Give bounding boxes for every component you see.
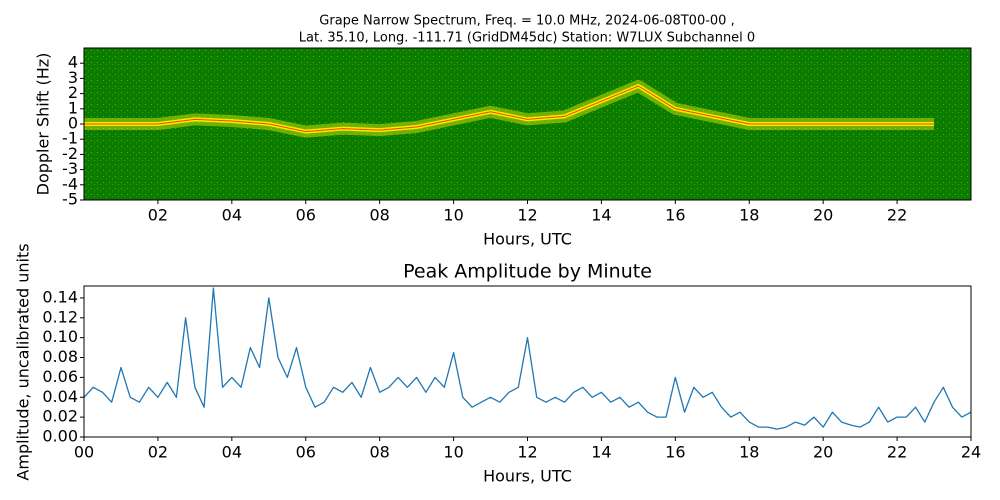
y-axis-label: Amplitude, uncalibrated units (14, 243, 33, 480)
x-tick-label: 16 (665, 206, 685, 225)
x-tick-label: 10 (443, 206, 463, 225)
x-tick-label: 04 (222, 206, 242, 225)
x-tick-label: 08 (369, 206, 389, 225)
y-tick-label: -4 (62, 174, 78, 193)
y-tick-label: -5 (62, 190, 78, 209)
y-tick-label: 3 (68, 68, 78, 87)
y-tick-label: 0.02 (42, 407, 78, 426)
plot-frame (83, 285, 972, 438)
x-tick-label: 14 (591, 443, 611, 462)
x-tick-label: 08 (369, 443, 389, 462)
chart-subtitle: Lat. 35.10, Long. -111.71 (GridDM45dc) S… (299, 31, 755, 46)
x-tick-label: 14 (591, 206, 611, 225)
y-tick-label: 1 (68, 98, 78, 117)
y-tick-label: 4 (68, 53, 78, 72)
x-tick-label: 04 (222, 443, 242, 462)
x-tick-label: 10 (443, 443, 463, 462)
y-tick-label: 0.08 (42, 347, 78, 366)
x-tick-label: 06 (296, 443, 316, 462)
x-axis-label: Hours, UTC (483, 467, 572, 486)
y-tick-label: 0.04 (42, 387, 78, 406)
y-tick-label: 0.00 (42, 427, 78, 446)
doppler-trace-core (84, 85, 934, 133)
x-tick-label: 20 (813, 206, 833, 225)
y-tick-label: 0.06 (42, 367, 78, 386)
amplitude-line (83, 287, 972, 430)
y-tick-label: 0 (68, 114, 78, 133)
x-axis-label: Hours, UTC (483, 230, 572, 249)
x-tick-label: 22 (887, 443, 907, 462)
x-tick-label: 02 (148, 206, 168, 225)
y-tick-label: 0.14 (42, 287, 78, 306)
y-tick-label: -3 (62, 159, 78, 178)
chart-title: Grape Narrow Spectrum, Freq. = 10.0 MHz,… (319, 14, 734, 29)
x-tick-label: 00 (74, 443, 94, 462)
chart-title: Peak Amplitude by Minute (403, 261, 652, 283)
x-tick-label: 20 (813, 443, 833, 462)
x-tick-label: 12 (517, 206, 537, 225)
x-tick-label: 06 (296, 206, 316, 225)
y-tick-label: -2 (62, 144, 78, 163)
x-tick-label: 12 (517, 443, 537, 462)
x-tick-label: 24 (961, 443, 981, 462)
x-tick-label: 16 (665, 443, 685, 462)
y-tick-label: 0.10 (42, 327, 78, 346)
x-tick-label: 18 (739, 443, 759, 462)
y-axis-label: Doppler Shift (Hz) (34, 53, 53, 196)
x-tick-label: 02 (148, 443, 168, 462)
x-tick-label: 22 (887, 206, 907, 225)
x-tick-label: 18 (739, 206, 759, 225)
y-tick-label: 2 (68, 83, 78, 102)
y-tick-label: -1 (62, 129, 78, 148)
y-tick-label: 0.12 (42, 307, 78, 326)
